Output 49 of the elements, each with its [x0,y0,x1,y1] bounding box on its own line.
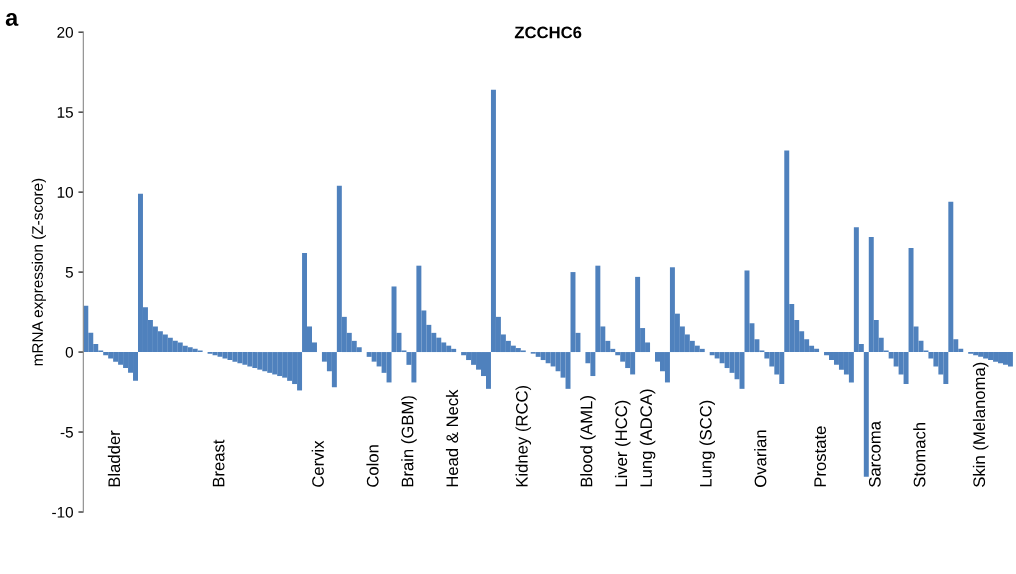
y-tick-label: -10 [52,506,73,518]
x-tick-label: Stomach [913,423,926,487]
bar [227,352,233,361]
bar [461,352,467,356]
bar [416,265,422,353]
bar [824,352,830,356]
bar [863,352,869,477]
bar [664,352,670,383]
x-tick-label: Bladder [107,430,121,487]
x-tick-label: Blood (AML) [580,396,596,487]
bar [784,150,790,353]
x-tick-label: Head & Neck [445,389,459,487]
chart-title: ZCCHC6 [514,26,582,39]
bar [635,276,641,353]
bar [595,265,601,353]
y-tick-label: 15 [57,107,73,118]
x-tick-label: Lung (ADCA) [639,389,656,487]
x-tick-label: Lung (SCC) [699,400,715,487]
text: a [5,13,19,26]
bar [699,348,705,353]
bar [848,352,854,383]
x-tick-label: Colon [366,445,379,487]
x-tick-label: Prostate [814,426,827,487]
bar [386,352,392,383]
bar [485,352,491,389]
x-tick-label: Sarcoma [868,421,881,487]
x-tick-label: Liver (HCC) [614,400,631,487]
y-tick-label: 5 [65,267,73,278]
x-tick-label: Kidney (RCC) [515,385,532,487]
bar [217,352,223,357]
x-tick-label: Skin (Melanoma) [972,362,989,487]
x-tick-label: Ovarian [754,430,767,487]
y-axis-title: mRNA expression (Z-score) [31,178,46,366]
y-tick-label: 20 [57,27,73,38]
bar [391,286,397,353]
bar [302,252,308,353]
bar [908,248,914,353]
y-tick-label: 10 [57,186,73,198]
x-tick-label: Cervix [311,440,324,487]
x-tick-label: Brain (GBM) [401,396,417,487]
bar [744,270,750,353]
bar [331,352,337,388]
y-tick-label: 0 [65,346,73,358]
bar [948,201,954,353]
y-tick-label: -5 [60,427,73,438]
bar [103,352,109,356]
x-tick-label: Breast [212,439,225,487]
bar [565,352,571,389]
bar [903,352,909,385]
